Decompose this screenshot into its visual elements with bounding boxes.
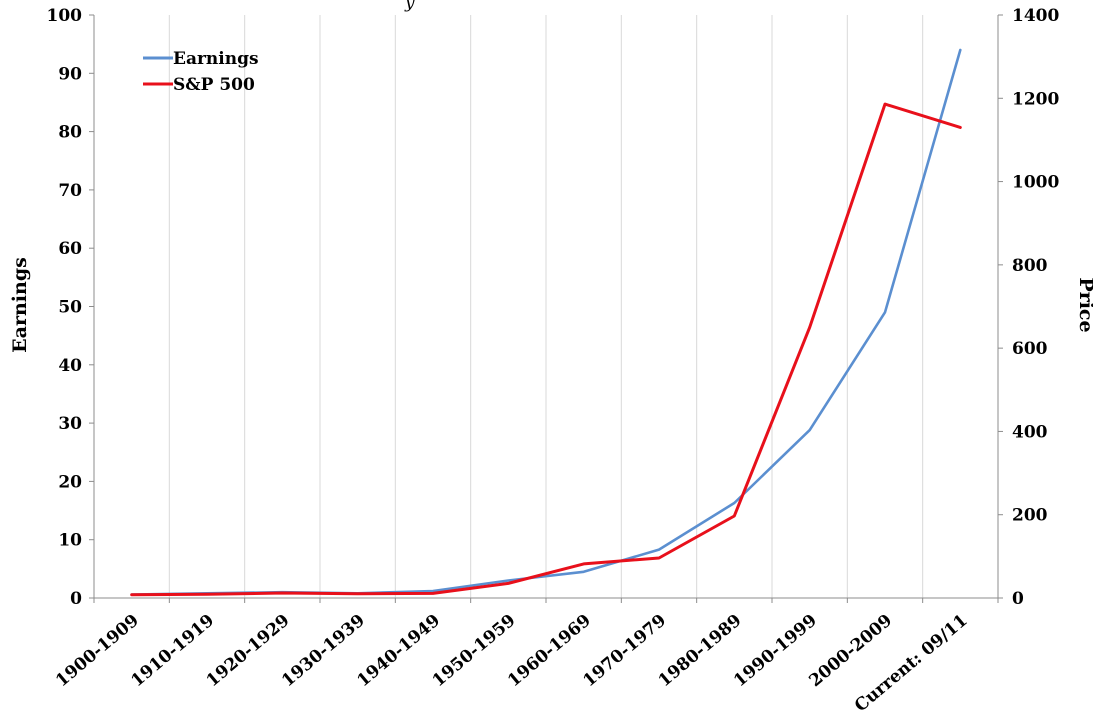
right-tick-label: 200 — [1012, 506, 1048, 526]
x-axis-ticks: 1900-19091910-19191920-19291930-19391940… — [52, 598, 999, 716]
left-tick-label: 100 — [47, 6, 83, 26]
left-axis-ticks: 0 10 20 30 40 50 60 70 80 90 100 — [47, 6, 94, 609]
left-tick-label: 20 — [58, 472, 82, 492]
right-tick-label: 1200 — [1012, 89, 1059, 109]
right-tick-label: 600 — [1012, 339, 1048, 359]
left-tick-label: 0 — [70, 589, 82, 609]
left-axis-title: Earnings — [9, 257, 31, 353]
left-tick-label: 80 — [58, 123, 82, 143]
right-tick-label: 1000 — [1012, 173, 1059, 193]
right-axis-ticks: 0 200 400 600 800 1000 1200 1400 — [998, 6, 1059, 609]
series-lines — [130, 48, 962, 597]
legend: Earnings S&P 500 — [143, 49, 259, 95]
legend-label-earnings: Earnings — [173, 49, 259, 69]
right-tick-label: 1400 — [1012, 6, 1059, 26]
legend-label-sp500: S&P 500 — [173, 75, 255, 95]
left-tick-label: 30 — [58, 414, 82, 434]
left-tick-label: 10 — [58, 531, 82, 551]
left-tick-label: 90 — [58, 64, 82, 84]
right-tick-label: 800 — [1012, 256, 1048, 276]
right-tick-label: 400 — [1012, 422, 1048, 442]
left-tick-label: 70 — [58, 181, 82, 201]
vertical-gridlines — [168, 15, 924, 598]
left-tick-label: 60 — [58, 239, 82, 259]
right-tick-label: 0 — [1012, 589, 1024, 609]
series-line-s-p-500 — [130, 102, 962, 597]
left-tick-label: 40 — [58, 356, 82, 376]
right-axis-title: Price — [1075, 277, 1093, 332]
chart-title-fragment: y — [404, 0, 415, 13]
left-tick-label: 50 — [58, 298, 82, 318]
